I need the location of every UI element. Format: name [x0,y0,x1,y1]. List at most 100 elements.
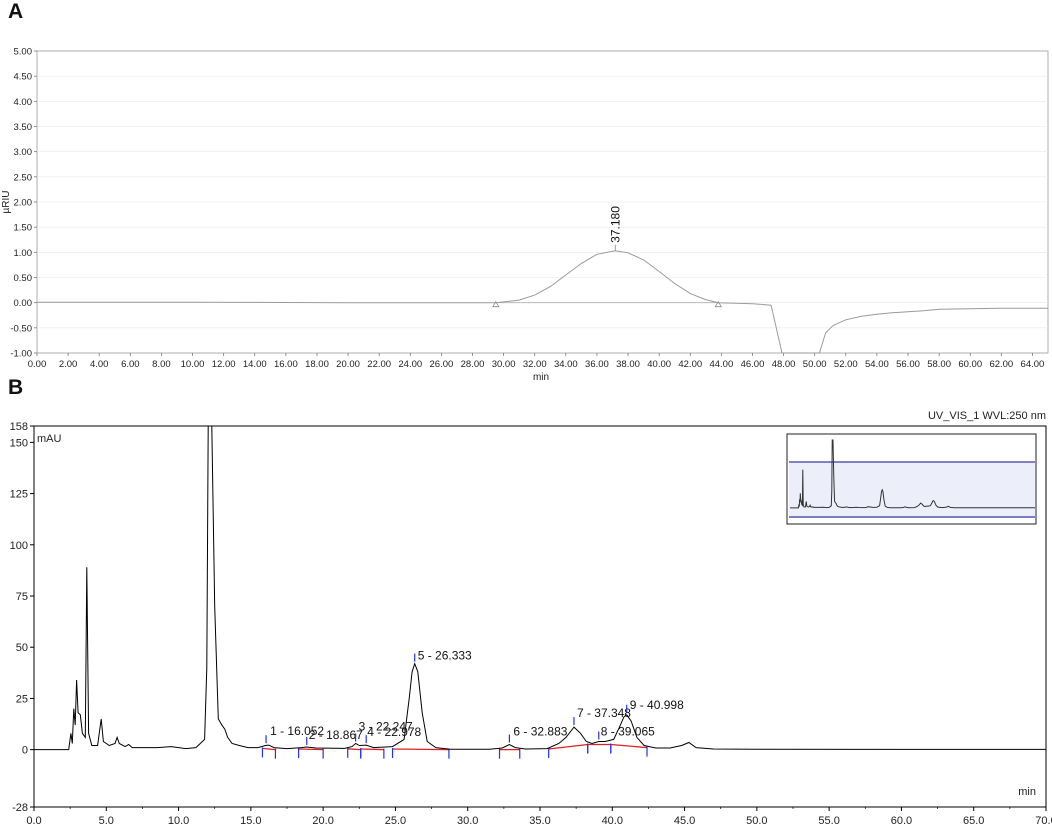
panel-a-x-tick-label: 24.00 [398,359,422,370]
panel-b-y-tick-label: 75 [16,591,28,603]
panel-a-y-label: µRIU [1,191,12,214]
panel-b-x-tick-label: 15.0 [240,815,261,827]
panel-b-letter: B [8,376,23,399]
panel-b-x-tick-label: 25.0 [385,815,406,827]
panel-b-integration-baseline [298,748,324,751]
panel-b-y-tick-label: 0 [22,745,28,757]
panel-a-x-tick-label: 18.00 [305,359,329,370]
panel-a-x-tick-label: 52.00 [834,359,858,370]
panel-a-x-tick-label: 0.00 [28,359,47,370]
panel-a-y-tick-label: 5.00 [14,47,33,58]
panel-a-x-tick-label: 14.00 [243,359,267,370]
panel-a-letter: A [8,0,23,23]
panel-a-integration-marker [492,300,500,308]
panel-a-x-tick-label: 30.00 [492,359,516,370]
panel-b-peak-label: 4 - 22.978 [367,725,421,739]
panel-a-chart: 5.00 4.50 4.00 3.50 3.00 2.50 2.00 1.50 1.00 0.50… [1,47,1049,383]
panel-a-y-tick-label: 1.50 [14,223,33,234]
panel-b-chart: 158 150 125 100 75 50 25 0 -28 0.0 5.0 10.0 15.0 20.… [10,410,1052,827]
panel-a-x-tick-label: 54.00 [865,359,889,370]
panel-b-x-tick-label: 70.0 [1035,815,1052,827]
panel-b-x-label: min [1018,786,1036,798]
panel-b-x-tick-label: 45.0 [674,815,695,827]
panel-b-integration-baseline [610,743,648,749]
panel-b-x-tick-label: 40.0 [602,815,623,827]
panel-a-x-tick-label: 64.00 [1021,359,1045,370]
panel-a-signal-trace [37,250,1048,354]
panel-a-y-tick-label: 0.50 [14,273,33,284]
panel-a-x-label: min [533,372,549,383]
panel-b-x-tick-label: 35.0 [529,815,550,827]
panel-b-integration-baseline [347,748,361,751]
panel-b-y-label: mAU [37,433,62,445]
panel-a-x-tick-label: 4.00 [90,359,109,370]
panel-a-x-tick-label: 32.00 [523,359,547,370]
panel-a-x-tick-label: 60.00 [958,359,982,370]
panel-b-y-tick-label: 25 [16,693,28,705]
panel-b-peak-label: 8 - 39.065 [601,724,655,738]
panel-a-peak-label: 37.180 [608,206,622,243]
panel-b-signal-trace [34,426,1046,751]
panel-b-x-tick-label: 20.0 [312,815,333,827]
panel-a-y-tick-label: 3.00 [14,147,33,158]
panel-b-x-tick-label: 10.0 [168,815,189,827]
panel-b-x-tick-label: 55.0 [818,815,839,827]
panel-b-peak-label: 5 - 26.333 [418,649,472,663]
panel-a-y-tick-label: 1.00 [14,248,33,259]
panel-a-x-tick-label: 34.00 [554,359,578,370]
panel-b-y-tick-label: 100 [10,540,28,552]
panel-a-x-tick-label: 56.00 [896,359,920,370]
panel-a-y-tick-label: 0.00 [14,298,33,309]
panel-b-x-tick-label: 60.0 [891,815,912,827]
panel-b-x-tick-label: 65.0 [963,815,984,827]
panel-b-integration-baseline [262,747,276,751]
panel-a-x-tick-label: 38.00 [616,359,640,370]
panel-b-y-tick-label: -28 [12,802,28,814]
panel-b-y-tick-label: 150 [10,437,28,449]
panel-a-x-tick-label: 10.00 [181,359,205,370]
panel-a-x-tick-label: 28.00 [461,359,485,370]
panel-b-x-tick-label: 0.0 [26,815,41,827]
panel-b-peak-label: 2 - 18.867 [309,728,363,742]
panel-a-y-tick-label: 4.50 [14,72,33,83]
panel-b-x-tick-label: 5.0 [99,815,114,827]
panel-b-x-tick-label: 30.0 [457,815,478,827]
panel-a-x-tick-label: 62.00 [989,359,1013,370]
panel-a-x-tick-label: 6.00 [121,359,140,370]
panel-a-x-tick-label: 12.00 [212,359,236,370]
panel-b-peak-label: 6 - 32.883 [513,725,567,739]
panel-b-y-tick-label: 158 [10,421,28,433]
panel-a-x-tick-label: 22.00 [367,359,391,370]
panel-a-x-tick-label: 2.00 [59,359,78,370]
panel-a-x-tick-label: 44.00 [709,359,733,370]
panel-a-y-tick-label: 4.00 [14,97,33,108]
panel-a-x-tick-label: 26.00 [430,359,454,370]
panel-a-x-tick-label: 8.00 [152,359,171,370]
panel-b-x-tick-label: 50.0 [746,815,767,827]
panel-b-peak-label: 7 - 37.348 [577,706,631,720]
panel-a-x-tick-label: 48.00 [772,359,796,370]
panel-b-peak-label: 9 - 40.998 [630,698,684,712]
panel-a-y-tick-label: -0.50 [10,323,32,334]
panel-b-integration-baseline [360,748,384,751]
panel-b-integration-baseline [548,743,588,750]
panel-a-y-tick-label: 3.50 [14,122,33,133]
panel-b-y-tick-label: 50 [16,642,28,654]
overview-inset [786,433,1037,525]
panel-a-x-tick-label: 16.00 [274,359,298,370]
panel-a-x-tick-label: 20.00 [336,359,360,370]
inset-zoom-region [789,462,1035,518]
panel-b-title: UV_VIS_1 WVL:250 nm [928,410,1046,422]
panel-a-y-tick-label: 2.50 [14,172,33,183]
panel-b-integration-baseline [392,748,449,751]
panel-b-peak-label: 1 - 16.052 [270,724,324,738]
panel-b-y-tick-label: 125 [10,489,28,501]
panel-a-x-tick-label: 42.00 [678,359,702,370]
panel-a-integration-marker [714,300,722,308]
panel-a-x-tick-label: 46.00 [741,359,765,370]
panel-a-x-tick-label: 50.00 [803,359,827,370]
panel-a-y-tick-label: -1.00 [10,349,32,360]
panel-a-x-tick-label: 40.00 [647,359,671,370]
panel-a-y-tick-label: 2.00 [14,198,33,209]
